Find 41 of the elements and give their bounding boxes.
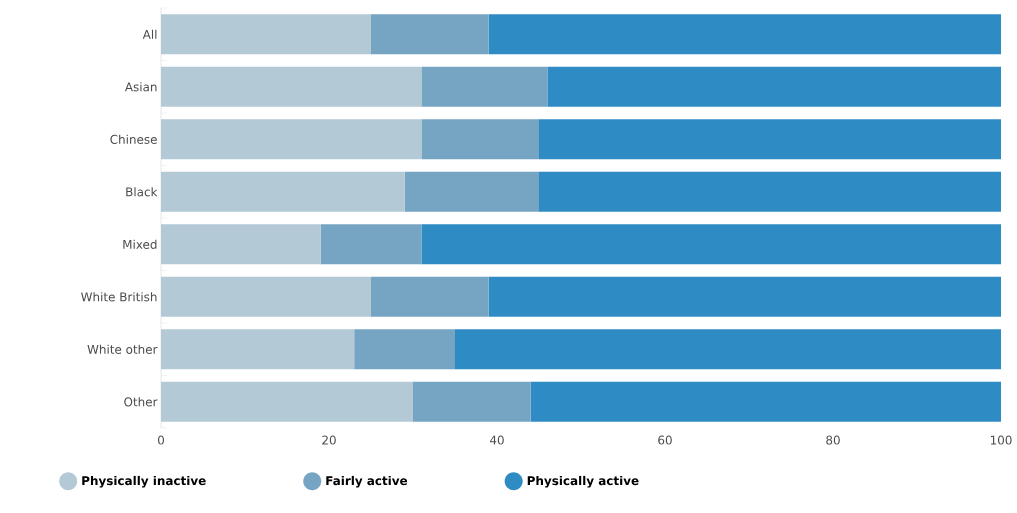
- x-tick-label: 60: [658, 435, 672, 445]
- x-tick-label: 0: [157, 435, 165, 445]
- bar: [539, 171, 1002, 212]
- bar: [161, 276, 371, 317]
- bar: [371, 276, 489, 317]
- bar: [161, 119, 422, 160]
- x-tick-label: 40: [489, 435, 504, 445]
- bar: [539, 119, 1002, 160]
- bar: [354, 329, 455, 370]
- bar: [371, 14, 489, 55]
- bar: [161, 171, 405, 212]
- y-tick-label: Mixed: [123, 239, 157, 249]
- bar: [161, 66, 422, 107]
- bar: [421, 224, 1002, 265]
- bar: [455, 329, 1002, 370]
- bar: [320, 224, 422, 265]
- bar: [413, 381, 531, 422]
- bar: [530, 381, 1002, 422]
- y-tick-label: All: [142, 29, 157, 39]
- legend-label: Fairly active: [326, 475, 408, 488]
- bar: [488, 276, 1002, 317]
- x-tick-label: 20: [322, 435, 336, 445]
- y-tick-label: White other: [87, 344, 158, 354]
- bar: [421, 119, 539, 160]
- x-tick-label: 100: [990, 435, 1012, 445]
- bar: [421, 66, 548, 107]
- y-tick-label: Asian: [124, 82, 157, 92]
- bar: [161, 329, 355, 370]
- bar: [161, 224, 321, 265]
- y-tick-label: Other: [124, 397, 158, 407]
- bar: [404, 171, 539, 212]
- bar: [547, 66, 1002, 107]
- x-tick-label: 80: [826, 435, 840, 445]
- y-tick-label: Chinese: [110, 134, 157, 144]
- bar: [161, 381, 413, 422]
- y-tick-label: Black: [126, 187, 158, 197]
- legend-label: Physically inactive: [82, 475, 206, 488]
- legend-label: Physically active: [527, 475, 639, 488]
- bar: [161, 14, 371, 55]
- bar: [488, 14, 1002, 55]
- y-tick-label: White British: [81, 292, 157, 302]
